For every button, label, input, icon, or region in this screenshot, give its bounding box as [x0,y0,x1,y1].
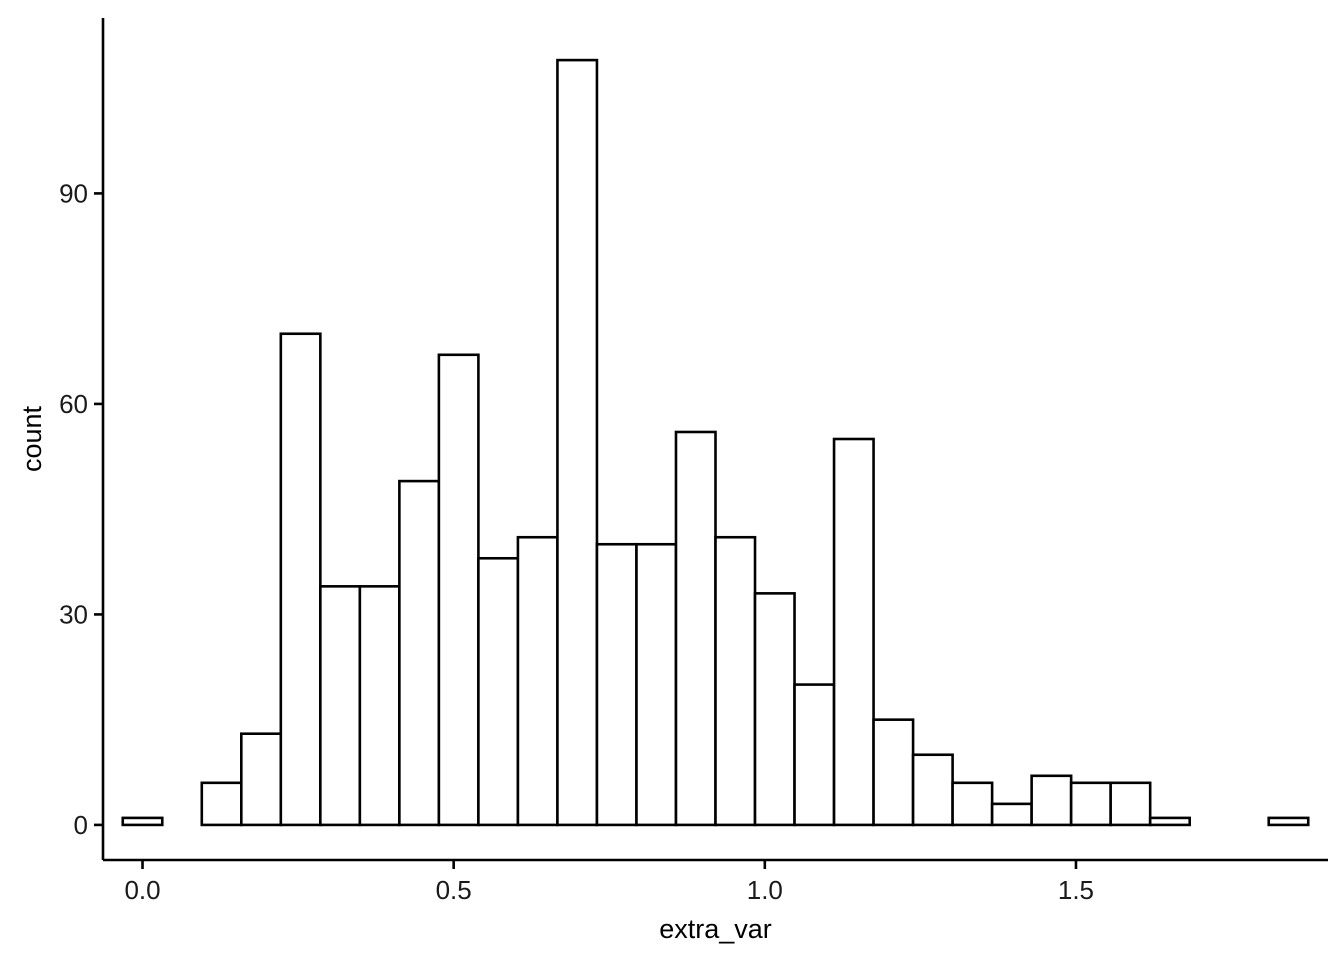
histogram-bar [832,437,875,827]
histogram-bar [1267,816,1310,827]
histogram-bar [674,430,717,827]
x-tick-label: 1.0 [747,875,783,905]
x-tick-label: 1.5 [1058,875,1094,905]
histogram-bar [516,535,559,827]
histogram-bar [753,592,796,827]
histogram-bar [635,542,678,827]
histogram-bar [477,556,520,827]
histogram-bar [872,718,915,827]
histogram-bar [200,781,243,827]
y-tick-label: 30 [59,599,88,629]
histogram-bar [398,479,441,827]
histogram-bar [1030,774,1073,827]
histogram-bar [990,802,1033,827]
histogram-bar [1148,816,1191,827]
y-axis-ticks: 0 30 60 90 [59,178,103,840]
y-tick-label: 90 [59,178,88,208]
y-axis-title: count [17,405,47,472]
bars-group [121,58,1310,827]
histogram-bar [793,683,836,827]
histogram-bar [911,753,954,827]
x-tick-label: 0.5 [436,875,472,905]
histogram-bar [595,542,638,827]
y-tick-label: 60 [59,389,88,419]
y-tick-label: 0 [74,810,88,840]
histogram-bar [951,781,994,827]
histogram-bar [1109,781,1152,827]
x-tick-label: 0.0 [124,875,160,905]
histogram-bar [556,58,599,827]
histogram-bar [121,816,164,827]
histogram-bar [714,535,757,827]
histogram-bar [240,732,283,827]
histogram-bar [358,585,401,827]
histogram-bar [319,585,362,827]
x-axis-title: extra_var [659,914,772,944]
x-axis-ticks: 0.0 0.5 1.0 1.5 [124,860,1094,905]
histogram-bar [279,332,322,827]
histogram-bar [1069,781,1112,827]
histogram-bar [437,353,480,827]
